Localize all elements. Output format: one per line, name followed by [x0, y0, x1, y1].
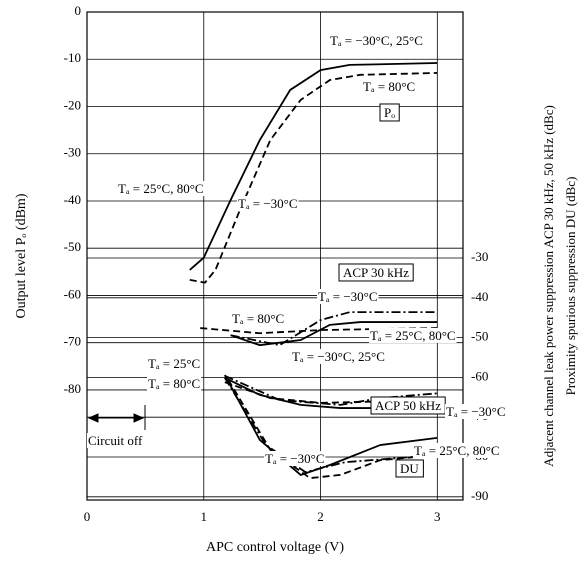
annotation: Tₐ = 25°C, 80°C: [370, 328, 456, 343]
line-series: [224, 374, 438, 406]
y-tick-label: -20: [64, 97, 81, 112]
annotation-bg: [413, 442, 501, 458]
annotation-bg: [291, 348, 386, 364]
annotation: ACP 30 kHz: [343, 265, 409, 280]
annotation-bg: [362, 78, 417, 94]
y2-tick-label: -30: [471, 249, 488, 264]
annotation: DU: [400, 461, 419, 476]
x-tick-label: 2: [317, 509, 324, 524]
y2-tick-label: -50: [471, 329, 488, 344]
annotation-bg: [264, 450, 326, 466]
annotation-bg: [317, 288, 379, 304]
line-series: [230, 311, 438, 347]
annotation: Tₐ = 25°C, 80°C: [414, 443, 500, 458]
annotation-bg: [147, 355, 202, 371]
circuit-off-arrow: [87, 405, 146, 430]
y-tick-label: -10: [64, 50, 81, 65]
line-series: [230, 321, 438, 347]
annotation: Tₐ = 25°C: [148, 356, 200, 371]
y-tick-label: -70: [64, 334, 81, 349]
annotation-bg: [445, 403, 507, 419]
annotation-box: [338, 263, 414, 282]
annotation: Tₐ = −30°C: [446, 404, 506, 419]
x-tick-label: 3: [434, 509, 441, 524]
annotation-bg: [369, 327, 457, 343]
annotation-bg: [87, 432, 144, 448]
line-series: [189, 72, 438, 284]
x-axis-label: APC control voltage (V): [206, 540, 344, 555]
annotation: ACP 50 kHz: [375, 398, 441, 413]
x-tick-label: 0: [84, 509, 91, 524]
annotation: Tₐ = 80°C: [232, 311, 284, 326]
annotation: Tₐ = 25°C, 80°C: [118, 181, 204, 196]
annotation-bg: [329, 32, 424, 48]
annotation: Tₐ = −30°C: [265, 451, 325, 466]
y2-tick-label: -90: [471, 488, 488, 503]
y2-tick-label: -40: [471, 289, 488, 304]
y-tick-label: -50: [64, 239, 81, 254]
line-series: [189, 62, 438, 271]
y-tick-label: -30: [64, 145, 81, 160]
y-tick-label: -80: [64, 381, 81, 396]
x-tick-label: 1: [201, 509, 208, 524]
annotation: Pₒ: [384, 105, 395, 120]
y-tick-label: 0: [75, 3, 82, 18]
y2-axis-label: Adjacent channel leak power suppression …: [541, 105, 556, 467]
annotation: Tₐ = −30°C: [318, 289, 378, 304]
annotation: Tₐ = −30°C, 25°C: [330, 33, 423, 48]
annotation-bg: [237, 195, 299, 211]
annotation-box: [379, 103, 400, 122]
annotation: Tₐ = 80°C: [148, 376, 200, 391]
y2-tick-label: -60: [471, 368, 488, 383]
y2-axis-label: Proximity spurious suppression DU (dBc): [563, 177, 578, 396]
y-tick-label: -40: [64, 192, 81, 207]
annotation-bg: [147, 375, 202, 391]
y-tick-label: -60: [64, 286, 81, 301]
y-axis-label: Output level Pₒ (dBm): [14, 193, 29, 318]
annotation-bg: [117, 180, 205, 196]
annotation: Circuit off: [88, 433, 143, 448]
annotation: Tₐ = 80°C: [363, 79, 415, 94]
annotation: Tₐ = −30°C: [238, 196, 298, 211]
line-series: [224, 377, 438, 474]
annotation-bg: [231, 310, 286, 326]
annotation-box: [395, 459, 424, 478]
annotation: Tₐ = −30°C, 25°C: [292, 349, 385, 364]
